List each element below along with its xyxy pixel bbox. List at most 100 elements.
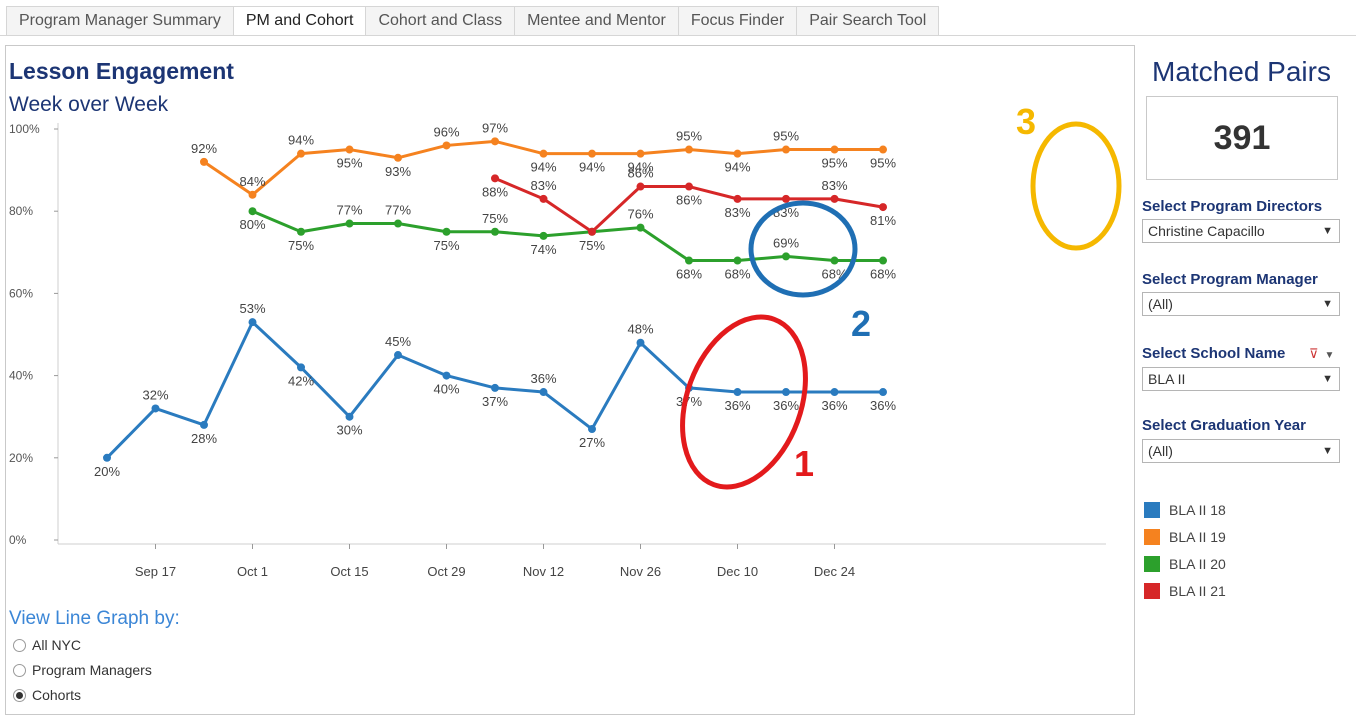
filter-label-program-directors: Select Program Directors [1142,198,1323,215]
data-point [636,338,645,347]
data-point [345,145,354,154]
filter-label-school-name: Select School Name [1142,345,1286,362]
data-point [539,231,548,240]
data-label: 36% [821,398,847,413]
matched-pairs-title: Matched Pairs [1152,56,1331,87]
data-label: 83% [821,178,847,193]
data-point [879,145,887,154]
data-point [830,256,839,265]
data-label: 75% [433,238,459,253]
x-tick-label: Dec 24 [814,564,855,579]
filter-label-graduation-year: Select Graduation Year [1142,417,1306,434]
legend-item[interactable]: BLA II 20 [1144,550,1226,577]
program-manager-value: (All) [1148,296,1173,312]
data-point [830,194,839,203]
radio-button[interactable] [13,663,26,677]
graduation-year-value: (All) [1148,443,1173,459]
chart-subtitle: Week over Week [9,93,169,116]
data-label: 20% [94,464,120,479]
annotation-number-3: 3 [1016,101,1036,142]
data-label: 94% [530,160,556,175]
data-label: 94% [724,160,750,175]
school-name-select[interactable]: BLA II ▼ [1142,367,1340,391]
radio-label: Program Managers [32,662,152,678]
matched-pairs-value: 391 [1146,96,1338,180]
y-tick-label: 80% [9,204,33,218]
view-by-option-cohorts[interactable]: Cohorts [13,687,81,703]
data-label: 88% [482,184,508,199]
tab-focus-finder[interactable]: Focus Finder [677,6,797,36]
annotation-circle-1 [680,314,808,490]
data-point [248,190,257,199]
data-label: 76% [627,207,653,222]
data-label: 28% [191,431,217,446]
y-tick-label: 40% [9,369,33,383]
tab-cohort-and-class[interactable]: Cohort and Class [365,6,515,36]
view-by-option-all-nyc[interactable]: All NYC [13,637,81,653]
data-point [442,141,451,150]
view-by-title: View Line Graph by: [9,608,180,629]
x-tick-label: Sep 17 [135,564,176,579]
data-label: 75% [288,238,314,253]
annotation-circle-2 [748,200,858,298]
data-point [879,388,887,397]
data-point [879,256,887,265]
data-label: 95% [821,156,847,171]
data-point [539,194,548,203]
clear-filter-icon[interactable]: ⊽ ▼ [1309,346,1335,361]
data-point [685,256,693,265]
data-point [588,227,596,236]
data-point [685,182,693,191]
data-point [733,256,742,265]
legend-item[interactable]: BLA II 19 [1144,523,1226,550]
legend-item[interactable]: BLA II 21 [1144,577,1226,604]
data-point [442,371,451,380]
tab-program-manager-summary[interactable]: Program Manager Summary [6,6,233,36]
data-point [491,174,499,183]
data-point [200,420,208,429]
data-point [733,149,742,158]
legend-swatch [1144,501,1160,518]
y-tick-label: 100% [9,122,40,136]
data-point [491,383,499,392]
data-point [733,388,742,397]
data-label: 32% [142,387,168,402]
tab-pm-and-cohort[interactable]: PM and Cohort [232,6,366,36]
tab-mentee-and-mentor[interactable]: Mentee and Mentor [514,6,678,36]
x-tick-label: Nov 26 [620,564,661,579]
legend-label: BLA II 18 [1169,501,1226,518]
data-point [491,137,499,146]
data-label: 95% [773,129,799,144]
data-label: 68% [676,267,702,282]
annotation-number-1: 1 [794,443,814,484]
radio-button[interactable] [13,638,26,652]
data-point [297,363,305,372]
graduation-year-select[interactable]: (All) ▼ [1142,439,1340,463]
x-tick-label: Oct 15 [330,564,368,579]
data-label: 68% [724,267,750,282]
data-label: 37% [676,394,702,409]
chevron-down-icon: ▼ [1322,225,1333,237]
data-label: 36% [773,398,799,413]
data-point [588,149,596,158]
data-label: 74% [530,242,556,257]
chart-panel: Lesson Engagement Week over Week 0% 20% 40… [5,45,1135,715]
data-label: 95% [870,156,896,171]
tab-pair-search-tool[interactable]: Pair Search Tool [796,6,940,36]
filter-sidebar: Matched Pairs 391 Select Program Directo… [1140,0,1356,722]
radio-button[interactable] [13,688,26,702]
legend-item[interactable]: BLA II 18 [1144,496,1226,523]
view-by-option-program-managers[interactable]: Program Managers [13,662,152,678]
legend-swatch [1144,528,1160,545]
chevron-down-icon: ▼ [1322,445,1333,457]
program-manager-select[interactable]: (All) ▼ [1142,292,1340,316]
program-directors-select[interactable]: Christine Capacillo ▼ [1142,219,1340,243]
data-point [636,182,645,191]
legend-label: BLA II 20 [1169,555,1226,572]
chevron-down-icon[interactable]: ▼ [1324,350,1335,361]
legend-label: BLA II 21 [1169,582,1226,599]
data-label: 40% [433,382,459,397]
data-label: 69% [773,235,799,250]
data-point [685,145,693,154]
data-label: 77% [385,203,411,218]
